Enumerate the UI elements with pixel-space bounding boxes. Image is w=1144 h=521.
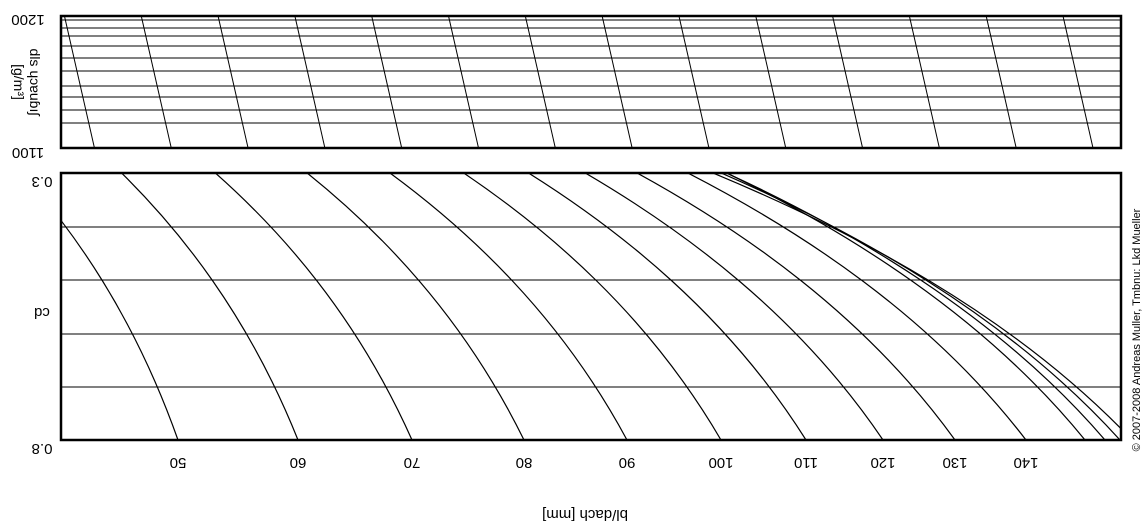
top-y-max-label: 1200 [11,11,44,28]
top-ylabel-line-2: dls ɥɔɐuɓıʃ [27,49,43,118]
top-series-line [755,15,787,149]
bottom-panel [61,173,1121,440]
top-panel-frame [59,14,1123,150]
x-tick-labels: 50 60 70 80 90 100 110 120 130 140 [170,454,1039,471]
bottom-series-curve [635,173,956,440]
x-tick-label: 100 [708,454,733,471]
bottom-series-curve [214,173,413,440]
labels-layer: 1200 1100 [g/m³] dls ɥɔɐuɓıʃ 0.3 0.8 cd … [11,11,1143,521]
x-tick-label: 70 [404,454,421,471]
x-tick-label: 140 [1013,454,1038,471]
x-axis-label: bl/dach [mm] [542,506,628,521]
bottom-series-curve [306,173,525,440]
bottom-series-curve [61,219,179,440]
x-tick-label: 120 [870,454,895,471]
bottom-series-curve [388,173,628,440]
top-series-line [908,15,940,149]
x-tick-label: 50 [170,454,187,471]
x-tick-label: 130 [942,454,967,471]
bottom-series-curve [711,173,1121,430]
top-series-line [217,15,249,149]
top-series-line [63,15,95,149]
x-tick-label: 90 [619,454,636,471]
bottom-series-curve [527,173,807,440]
top-series-line [678,15,710,149]
x-tick-label: 80 [516,454,533,471]
bottom-series-curve [724,173,1106,440]
x-tick-label: 60 [290,454,307,471]
top-series-line [448,15,479,149]
x-tick-label: 110 [794,454,818,471]
top-series-line [371,15,403,149]
top-series-line [601,15,633,149]
bottom-series-curve [584,173,884,440]
bottom-series-curve [725,173,1086,440]
bottom-y-max-label: 0.3 [32,173,53,190]
bottom-series-curve [462,173,722,440]
bottom-panel-frame [59,171,1123,442]
bottom-series-curve [120,173,299,440]
copyright-note: © 2007-2008 Andreas Muller, Tmbnu: Lkd M… [1131,208,1143,451]
bottom-series-curve [686,173,1027,440]
top-y-min-label: 1100 [12,144,44,161]
rotated-figure [59,14,1123,442]
top-series-line [294,15,326,149]
top-series-line [1062,15,1094,149]
bottom-y-min-label: 0.8 [32,440,53,457]
top-series-line [832,15,864,149]
top-series-line [140,15,172,149]
bottom-ylabel: cd [34,304,50,321]
bottom-series-curve [719,173,1121,440]
top-ylabel-line-1: [g/m³] [11,64,27,100]
bottom-curves [61,173,1121,440]
top-series-line [985,15,1017,149]
top-panel [61,15,1121,149]
top-series-line [524,15,556,149]
